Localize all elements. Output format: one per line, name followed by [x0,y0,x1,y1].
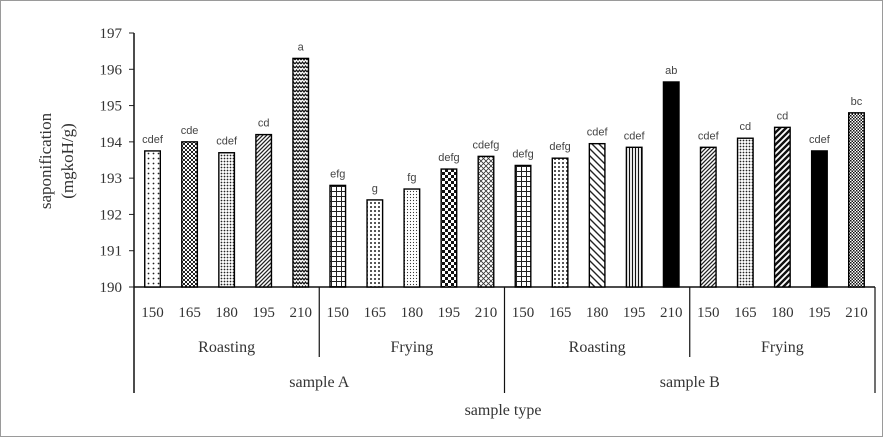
bar-significance-letter: defg [438,152,459,164]
sample-label: sample A [289,374,349,391]
x-tick-label-temperature: 150 [512,305,535,321]
y-tick-label: 197 [100,26,123,42]
x-tick-label-temperature: 150 [141,305,164,321]
method-label: Roasting [569,339,626,356]
bar [847,112,865,288]
bar-significance-letter: cdef [809,134,831,146]
x-tick-label-temperature: 180 [215,305,238,321]
x-tick-label-temperature: 165 [178,305,201,321]
y-tick-label: 191 [100,244,123,260]
y-tick-label: 192 [100,207,123,223]
bar-significance-letter: cdef [142,134,164,146]
y-tick-label: 190 [100,280,123,296]
x-tick-label-temperature: 150 [697,305,720,321]
bar-significance-letter: efg [330,168,345,180]
x-tick-label-temperature: 195 [252,305,275,321]
bar [810,150,828,288]
bar-significance-letter: cd [740,121,752,133]
sample-label: sample B [660,374,720,391]
y-tick-label: 196 [100,62,123,78]
x-tick-label-temperature: 180 [401,305,424,321]
bar [440,168,458,288]
bar [514,164,532,288]
x-tick-label-temperature: 195 [808,305,831,321]
method-label: Frying [761,339,804,356]
x-tick-label-temperature: 210 [475,305,498,321]
bar-significance-letter: cdef [587,127,609,139]
bar-significance-letter: a [298,41,305,53]
bar-significance-letter: cdef [216,136,238,148]
bar [403,188,421,288]
bar-significance-letter: cdef [624,130,646,142]
y-axis-label: saponification [36,112,55,209]
bar [551,157,569,288]
bar-significance-letter: bc [851,96,863,108]
x-tick-label-temperature: 165 [549,305,572,321]
bar-significance-letter: g [372,183,378,195]
method-label: Roasting [198,339,255,356]
x-tick-label-temperature: 210 [289,305,312,321]
x-tick-label-temperature: 210 [845,305,868,321]
bar [662,81,680,288]
x-tick-label-temperature: 150 [327,305,350,321]
bar [366,199,384,288]
x-tick-label-temperature: 195 [438,305,461,321]
x-tick-label-temperature: 210 [660,305,683,321]
bar-significance-letter: defg [512,148,533,160]
bar-significance-letter: defg [549,141,570,153]
x-tick-label-temperature: 180 [771,305,794,321]
bar-significance-letter: cdefg [473,139,500,151]
bar [144,150,162,288]
bar [292,57,310,288]
x-tick-label-temperature: 165 [734,305,757,321]
bar-significance-letter: cd [777,110,789,122]
bar [477,155,495,288]
bar [181,141,199,288]
bar [588,142,606,288]
y-tick-label: 195 [100,99,123,115]
bar [773,126,791,288]
x-axis-label: sample type [465,402,542,419]
x-tick-label-temperature: 180 [586,305,609,321]
bar [699,146,717,288]
bar-significance-letter: cd [258,118,270,130]
bar-significance-letter: fg [407,172,416,184]
bar-significance-letter: cdef [698,130,720,142]
bar-significance-letter: cde [181,125,199,137]
bar-significance-letter: ab [665,65,677,77]
y-axis-unit-label: (mgkoH/g) [58,123,77,199]
bar [625,146,643,288]
y-tick-label: 194 [100,135,123,151]
bar [329,184,347,288]
bar [736,137,754,288]
x-tick-label-temperature: 165 [364,305,387,321]
method-label: Frying [391,339,434,356]
x-tick-label-temperature: 195 [623,305,646,321]
bar [255,133,273,288]
bar [218,152,236,288]
y-tick-label: 193 [100,171,123,187]
